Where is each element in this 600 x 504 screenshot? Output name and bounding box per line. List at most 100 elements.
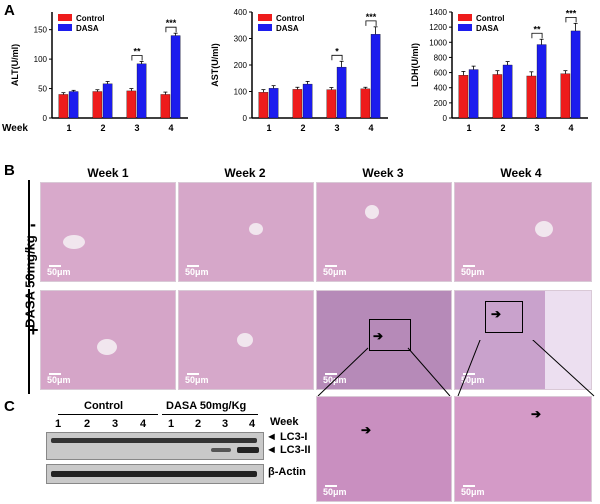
panel-letter-b: B: [4, 162, 15, 179]
y-tick-label: 400: [234, 8, 248, 17]
scale-bar: [325, 485, 337, 487]
inset-dasa-week4: ➔ 50μm: [454, 396, 592, 502]
x-tick-label: 2: [300, 123, 305, 133]
legend-label-control: Control: [76, 14, 104, 23]
bar-control-3: [326, 89, 337, 119]
zoom-connectors: [317, 340, 595, 397]
x-tick-label: 3: [534, 123, 539, 133]
legend-label-dasa: DASA: [276, 24, 299, 33]
lc3i-label-text: LC3-I: [279, 431, 308, 443]
scale-bar: [463, 265, 475, 267]
lc3ii-label-text: LC3-II: [279, 444, 311, 456]
y-tick-label: 600: [434, 69, 448, 78]
bar-control-1: [458, 75, 469, 119]
inset-box: [369, 319, 411, 351]
lane-4: 4: [140, 418, 147, 430]
lc3ii-band: [237, 447, 259, 453]
scale-bar: [463, 485, 475, 487]
control-group-label: Control: [84, 400, 124, 412]
bar-control-1: [58, 94, 69, 119]
y-axis-label: AST(U/ml): [210, 43, 220, 87]
bar-dasa-4: [370, 34, 381, 119]
y-tick-label: 1400: [429, 8, 447, 17]
scale-label: 50μm: [461, 487, 485, 497]
x-tick-label: 4: [568, 123, 573, 133]
scale-bar: [325, 265, 337, 267]
legend-label-control: Control: [476, 14, 504, 23]
arrow-icon: ➔: [373, 329, 384, 343]
x-tick-label: 3: [134, 123, 139, 133]
bar-dasa-1: [268, 88, 279, 119]
bar-dasa-2: [302, 83, 313, 119]
lc3ii-band: [211, 448, 231, 452]
y-tick-label: 1000: [429, 38, 447, 47]
bar-dasa-2: [502, 64, 513, 119]
y-axis-label: LDH(U/ml): [410, 43, 420, 87]
y-tick-label: 800: [434, 53, 448, 62]
x-tick-label: 2: [100, 123, 105, 133]
central-vein: [97, 339, 117, 355]
legend-swatch-dasa: [258, 24, 272, 31]
legend-swatch-control: [258, 14, 272, 21]
x-tick-label: 4: [368, 123, 373, 133]
control-group-line: [58, 414, 158, 415]
dasa-dose-label: DASA 50mg/kg: [22, 235, 38, 328]
scale-bar: [463, 373, 475, 375]
y-tick-label: 300: [234, 35, 248, 44]
week-axis-label: Week: [2, 123, 28, 134]
lane-5: 1: [168, 418, 175, 430]
lc3-blot: [46, 432, 264, 460]
x-tick-label: 4: [168, 123, 173, 133]
lane-8: 4: [249, 418, 256, 430]
scale-label: 50μm: [323, 487, 347, 497]
bar-dasa-2: [102, 83, 113, 119]
lane-3: 3: [112, 418, 119, 430]
scale-label: 50μm: [47, 267, 71, 277]
significance-bracket: [131, 55, 143, 61]
significance-bracket: [165, 26, 177, 33]
scale-bar: [49, 265, 61, 267]
bar-control-3: [126, 90, 137, 119]
arrow-icon: ➔: [361, 423, 372, 437]
scale-bar: [187, 373, 199, 375]
significance-bracket: [365, 20, 377, 26]
central-vein: [365, 205, 379, 219]
panel-letter-c: C: [4, 398, 15, 415]
week-4-title: Week 4: [500, 166, 542, 180]
scale-label: 50μm: [323, 267, 347, 277]
arrow-icon: ➔: [491, 307, 502, 321]
week-label: Week: [270, 416, 299, 428]
legend-swatch-dasa: [458, 24, 472, 31]
lane-6: 2: [195, 418, 202, 430]
significance-stars: *: [335, 46, 339, 56]
legend-label-dasa: DASA: [476, 24, 499, 33]
central-vein: [237, 333, 253, 347]
bar-dasa-1: [68, 91, 79, 119]
plus-sign: +: [28, 320, 39, 340]
central-vein: [249, 223, 263, 235]
micrograph-control-week4: 50μm: [454, 182, 592, 282]
lane-2: 2: [84, 418, 91, 430]
lane-1: 1: [55, 418, 62, 430]
legend-label-dasa: DASA: [76, 24, 99, 33]
significance-stars: **: [533, 24, 541, 34]
actin-label: β-Actin: [268, 466, 306, 478]
y-tick-label: 200: [434, 99, 448, 108]
significance-stars: **: [133, 46, 141, 56]
x-tick-label: 2: [500, 123, 505, 133]
panel-letter-a: A: [4, 2, 15, 19]
minus-sign: -: [30, 214, 36, 234]
bar-control-3: [526, 75, 537, 119]
legend-swatch-dasa: [58, 24, 72, 31]
micrograph-dasa-week2: 50μm: [178, 290, 314, 390]
lc3ii-label: ◄ LC3-II: [266, 444, 311, 456]
scale-bar: [325, 373, 337, 375]
bar-control-2: [92, 91, 103, 119]
bar-dasa-3: [536, 44, 547, 119]
actin-band: [51, 471, 257, 477]
scale-label: 50μm: [461, 267, 485, 277]
row-divider-plus: [28, 289, 30, 394]
bar-dasa-4: [570, 30, 581, 119]
y-tick-label: 0: [443, 114, 448, 123]
micrograph-control-week1: 50μm: [40, 182, 176, 282]
